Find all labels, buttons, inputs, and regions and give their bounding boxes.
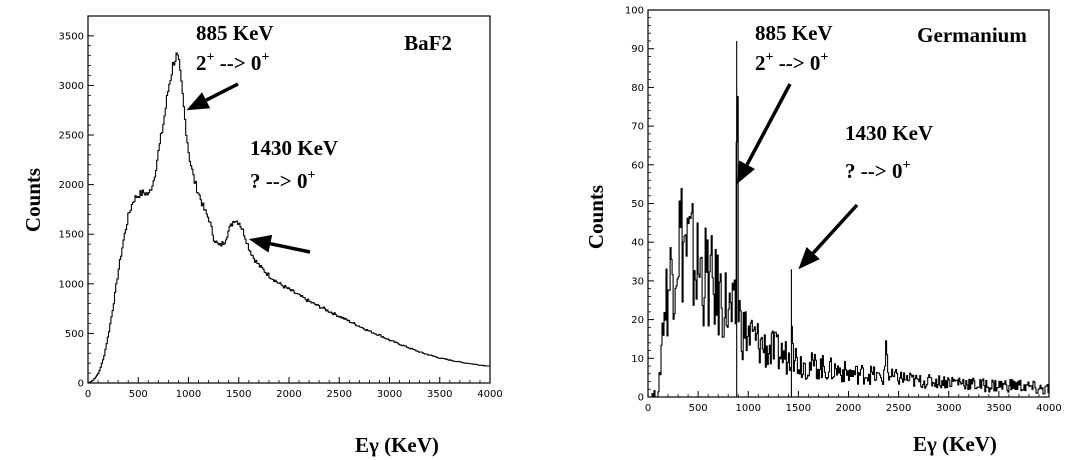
transition-sup: + — [207, 50, 215, 65]
x-ticks: 0 500 1000 1500 2000 2500 3000 3500 4000 — [645, 391, 1062, 414]
transition-rest: --> 0 — [773, 51, 820, 75]
y-tick-label: 1000 — [59, 279, 84, 290]
y-ticks: 0 10 20 30 40 50 60 70 80 90 100 — [625, 6, 654, 404]
annotation-transition: ? --> 0+ — [250, 168, 315, 193]
annotation-energy: 885 KeV — [196, 21, 274, 45]
annotation-arrowhead — [736, 160, 755, 185]
transition-sup2: + — [261, 50, 269, 65]
y-tick-label: 70 — [631, 122, 644, 133]
y-tick-label: 10 — [631, 354, 644, 365]
transition-main: 2 — [755, 51, 766, 75]
y-tick-label: 20 — [631, 315, 644, 326]
x-tick-label: 4000 — [1036, 403, 1061, 414]
y-tick-label: 100 — [625, 6, 644, 17]
annotation-energy: 1430 KeV — [845, 121, 933, 145]
x-ticks: 0 500 1000 1500 2000 2500 3000 3500 4000 — [85, 377, 503, 400]
y-ticks: 0 500 1000 1500 2000 2500 3000 3500 — [59, 31, 94, 390]
y-tick-label: 40 — [631, 238, 644, 249]
y-tick-label: 50 — [631, 199, 644, 210]
x-tick-label: 2000 — [836, 403, 861, 414]
annotation-transition: 2+ --> 0+ — [755, 50, 828, 75]
transition-sup2: + — [902, 158, 910, 173]
x-tick-label: 0 — [85, 389, 91, 400]
y-tick-label: 80 — [631, 83, 644, 94]
annotation-transition: 2+ --> 0+ — [196, 50, 269, 75]
y-tick-label: 0 — [638, 393, 644, 404]
x-axis-label: Eγ (KeV) — [355, 433, 439, 457]
x-tick-label: 500 — [689, 403, 708, 414]
y-axis-label: Counts — [21, 168, 45, 232]
panel-germanium: 0 10 20 30 40 50 60 70 80 90 100 0 500 1000 1500 2000 2… — [584, 6, 1062, 457]
annotation-arrowhead — [798, 246, 820, 270]
x-tick-label: 3000 — [936, 403, 961, 414]
annotation-transition: ? --> 0+ — [845, 158, 910, 183]
x-tick-label: 4000 — [477, 389, 502, 400]
y-tick-label: 2500 — [59, 131, 84, 142]
transition-main: ? — [250, 169, 261, 193]
transition-sup2: + — [307, 168, 315, 183]
x-tick-label: 0 — [645, 403, 651, 414]
x-tick-label: 3500 — [986, 403, 1011, 414]
annotation-arrow — [205, 82, 239, 102]
plot-frame — [87, 15, 491, 384]
y-tick-label: 1500 — [59, 230, 84, 241]
transition-main: 2 — [196, 51, 207, 75]
annotation-arrowhead — [186, 92, 211, 111]
plot-frame — [647, 9, 1050, 398]
annotation-energy: 1430 KeV — [250, 136, 338, 160]
panel-baf2: 0 500 1000 1500 2000 2500 3000 3500 0 500 1000 150… — [21, 15, 503, 457]
x-tick-label: 2000 — [276, 389, 301, 400]
y-axis-label: Counts — [584, 185, 608, 249]
transition-rest: --> 0 — [261, 169, 308, 193]
spectrum-line — [648, 41, 1050, 398]
corner-label: Germanium — [917, 23, 1027, 47]
x-tick-label: 1000 — [176, 389, 201, 400]
y-tick-label: 3500 — [59, 31, 84, 42]
annotation-arrow — [745, 83, 792, 166]
x-tick-label: 3500 — [427, 389, 452, 400]
x-tick-label: 2500 — [327, 389, 352, 400]
transition-rest: --> 0 — [856, 159, 903, 183]
transition-sup: + — [766, 50, 774, 65]
annotation-arrow — [811, 203, 859, 255]
x-tick-label: 3000 — [377, 389, 402, 400]
corner-label: BaF2 — [404, 31, 452, 55]
y-tick-label: 2000 — [59, 180, 84, 191]
transition-rest: --> 0 — [214, 51, 261, 75]
x-tick-label: 500 — [129, 389, 148, 400]
y-tick-label: 30 — [631, 276, 644, 287]
annotation-arrow — [269, 241, 311, 254]
y-tick-label: 3000 — [59, 81, 84, 92]
x-tick-label: 2500 — [886, 403, 911, 414]
annotation-energy: 885 KeV — [755, 21, 833, 45]
y-tick-label: 60 — [631, 160, 644, 171]
y-tick-label: 0 — [78, 379, 84, 390]
y-tick-label: 500 — [65, 329, 84, 340]
annotation-arrowhead — [248, 234, 273, 253]
y-tick-label: 90 — [631, 44, 644, 55]
transition-main: ? — [845, 159, 856, 183]
x-axis-label: Eγ (KeV) — [913, 432, 997, 456]
x-tick-label: 1500 — [786, 403, 811, 414]
spectrum-line — [88, 52, 490, 384]
x-tick-label: 1000 — [736, 403, 761, 414]
x-tick-label: 1500 — [226, 389, 251, 400]
transition-sup2: + — [820, 50, 828, 65]
